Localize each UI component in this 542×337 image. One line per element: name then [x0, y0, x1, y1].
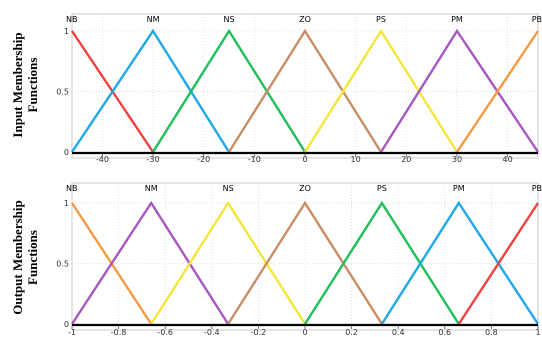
x-tick-label: 0.2 — [345, 328, 358, 337]
mf-label-ps: PS — [376, 15, 386, 24]
x-tick-label: 30 — [452, 155, 462, 164]
x-tick-label: 40 — [503, 155, 513, 164]
mf-label-zo: ZO — [299, 15, 311, 24]
x-tick-label: -0.8 — [111, 328, 127, 337]
x-tick-label: -1 — [68, 328, 76, 337]
mf-label-nb: NB — [66, 184, 77, 193]
x-tick-label: 0.6 — [438, 328, 451, 337]
x-tick-label: 20 — [401, 155, 411, 164]
mf-label-ns: NS — [223, 184, 234, 193]
mf-line-ns — [151, 28, 307, 153]
chart-panel-1: NB NM NS ZO PS PM PB -1 -0.8 -0.6 -0.4 -0.2 0 0.2 0.4 0… — [56, 182, 542, 337]
mf-label-pm: PM — [453, 184, 465, 193]
x-tick-label: 1 — [535, 328, 540, 337]
mf-line-nm — [71, 28, 231, 153]
mf-line-nm — [70, 200, 230, 325]
x-tick-label: -40 — [96, 155, 109, 164]
mf-line-ps — [303, 28, 459, 153]
mf-label-nm: NM — [145, 184, 158, 193]
y-tick-label: 0.5 — [56, 260, 69, 269]
mf-line-pm — [380, 200, 540, 325]
x-tick-label: -0.4 — [204, 328, 220, 337]
mf-line-zo — [227, 200, 383, 325]
x-tick-label: -10 — [248, 155, 261, 164]
mf-label-ns: NS — [223, 15, 234, 24]
mf-label-nb: NB — [66, 15, 77, 24]
y-tick-label: 1 — [64, 27, 69, 36]
mf-line-ns — [150, 200, 307, 325]
x-tick-label: 0.4 — [392, 328, 405, 337]
x-tick-label: -0.2 — [251, 328, 267, 337]
mf-line-pb — [456, 30, 539, 153]
y-tick-label: 1 — [64, 199, 69, 208]
mf-label-pb: PB — [532, 184, 542, 193]
chart-panel-0: NB NM NS ZO PS PM PB -40 -30 -20 -10 0 10 20 30 40 0 0.5 1 — [56, 13, 542, 164]
mf-label-pb: PB — [532, 15, 542, 24]
x-tick-label: 0 — [302, 328, 307, 337]
mf-line-pm — [379, 28, 539, 153]
x-tick-label: 0 — [302, 155, 307, 164]
mf-label-ps: PS — [377, 184, 387, 193]
y-tick-label: 0 — [64, 148, 69, 157]
x-tick-label: -0.6 — [157, 328, 173, 337]
y-tick-label: 0 — [64, 320, 69, 329]
mf-line-zo — [227, 28, 383, 153]
x-tick-label: -20 — [197, 155, 210, 164]
mf-line-ps — [303, 200, 460, 325]
x-tick-label: -30 — [147, 155, 160, 164]
x-tick-label: 0.8 — [485, 328, 498, 337]
mf-line-pb — [457, 202, 540, 325]
y-tick-label: 0.5 — [56, 88, 69, 97]
mf-label-nm: NM — [147, 15, 160, 24]
x-tick-label: 10 — [351, 155, 361, 164]
mf-label-pm: PM — [451, 15, 463, 24]
mf-label-zo: ZO — [299, 184, 311, 193]
